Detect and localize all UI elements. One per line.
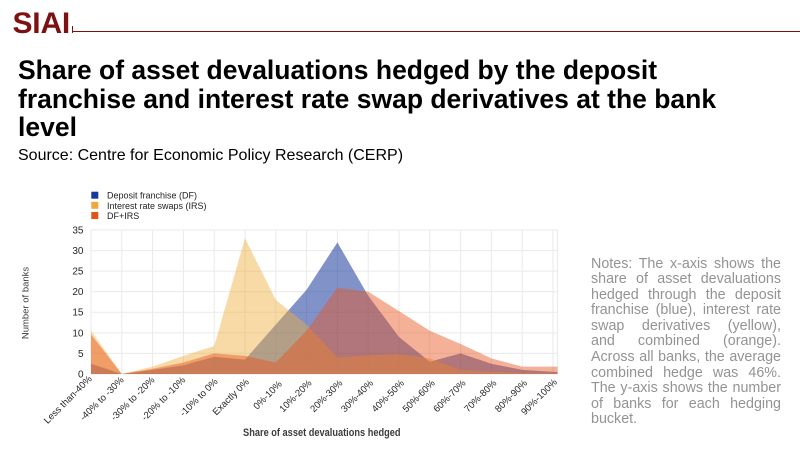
svg-text:5: 5 — [78, 349, 84, 360]
svg-text:Share of asset devaluations he: Share of asset devaluations hedged — [243, 427, 401, 439]
svg-text:DF+IRS: DF+IRS — [107, 211, 139, 221]
svg-text:25: 25 — [72, 267, 84, 278]
svg-text:Interest rate swaps (IRS): Interest rate swaps (IRS) — [107, 201, 207, 211]
svg-text:Number of banks: Number of banks — [21, 267, 32, 340]
svg-text:Deposit franchise (DF): Deposit franchise (DF) — [107, 191, 197, 201]
svg-text:0: 0 — [78, 369, 84, 380]
svg-text:10: 10 — [72, 328, 84, 339]
svg-text:35: 35 — [72, 225, 84, 236]
svg-text:20: 20 — [72, 287, 84, 298]
svg-text:15: 15 — [72, 308, 84, 319]
svg-text:30: 30 — [72, 246, 84, 257]
